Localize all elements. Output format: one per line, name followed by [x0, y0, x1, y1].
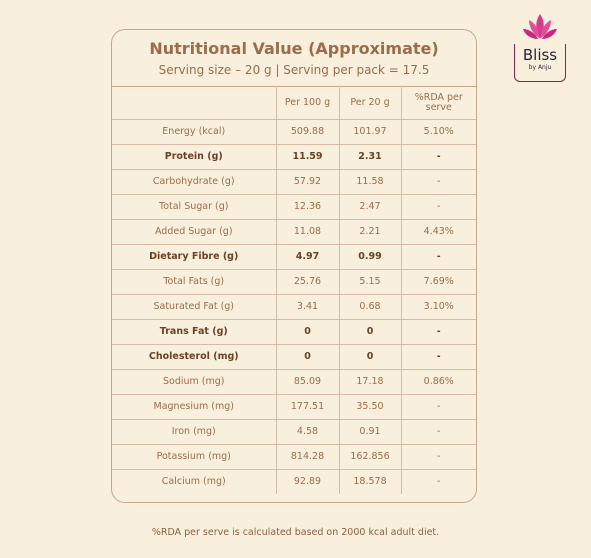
brand-logo: Bliss by Anju [510, 12, 570, 84]
logo-wordmark: Bliss [522, 46, 558, 64]
nutrient-name: Saturated Fat (g) [112, 294, 277, 320]
per-100g-value: 92.89 [275, 469, 340, 494]
nutrient-name: Magnesium (mg) [112, 394, 277, 420]
nutrient-name: Protein (g) [112, 144, 277, 170]
per-100g-value: 3.41 [275, 294, 340, 320]
nutrient-name: Total Sugar (g) [112, 194, 277, 220]
per-20g-value: 0.91 [338, 419, 402, 445]
per-100g-value: 25.76 [275, 269, 340, 295]
rda-value: - [400, 444, 476, 470]
rda-value: - [400, 469, 476, 494]
per-100g-value: 4.97 [275, 244, 340, 270]
rda-value: 0.86% [400, 369, 476, 395]
rda-value: 3.10% [400, 294, 476, 320]
table-row: Total Fats (g) 25.76 5.15 7.69% [112, 269, 476, 295]
nutrient-name: Dietary Fibre (g) [112, 244, 277, 270]
per-20g-value: 2.47 [338, 194, 402, 220]
rda-value: 7.69% [400, 269, 476, 295]
nutrient-name: Added Sugar (g) [112, 219, 277, 245]
table-row: Calcium (mg) 92.89 18.578 - [112, 469, 476, 494]
rda-value: - [400, 394, 476, 420]
table-row: Sodium (mg) 85.09 17.18 0.86% [112, 369, 476, 395]
table-row: Carbohydrate (g) 57.92 11.58 - [112, 169, 476, 195]
per-20g-value: 11.58 [338, 169, 402, 195]
nutrition-table: Per 100 g Per 20 g %RDA per serve Energy… [112, 86, 476, 494]
per-20g-value: 18.578 [338, 469, 402, 494]
rda-value: - [400, 169, 476, 195]
table-header-row: Per 100 g Per 20 g %RDA per serve [112, 86, 476, 120]
header-per-100g: Per 100 g [275, 86, 340, 120]
nutrition-card: Nutritional Value (Approximate) Serving … [111, 29, 477, 503]
per-20g-value: 162.856 [338, 444, 402, 470]
logo-tagline: by Anju [528, 64, 552, 71]
nutrition-title: Nutritional Value (Approximate) [149, 39, 439, 58]
nutrient-name: Sodium (mg) [112, 369, 277, 395]
rda-value: - [400, 144, 476, 170]
per-100g-value: 11.08 [275, 219, 340, 245]
header-per-20g: Per 20 g [338, 86, 402, 120]
table-row: Protein (g) 11.59 2.31 - [112, 144, 476, 170]
table-row: Energy (kcal) 509.88 101.97 5.10% [112, 119, 476, 145]
per-20g-value: 2.31 [338, 144, 402, 170]
per-100g-value: 85.09 [275, 369, 340, 395]
rda-footnote: %RDA per serve is calculated based on 20… [151, 527, 440, 538]
per-100g-value: 509.88 [275, 119, 340, 145]
table-row: Cholesterol (mg) 0 0 - [112, 344, 476, 370]
per-100g-value: 57.92 [275, 169, 340, 195]
per-20g-value: 35.50 [338, 394, 402, 420]
nutrient-name: Carbohydrate (g) [112, 169, 277, 195]
nutrient-name: Trans Fat (g) [112, 319, 277, 345]
per-100g-value: 814.28 [275, 444, 340, 470]
per-20g-value: 0 [338, 344, 402, 370]
table-row: Iron (mg) 4.58 0.91 - [112, 419, 476, 445]
nutrient-name: Calcium (mg) [112, 469, 277, 494]
rda-value: - [400, 244, 476, 270]
per-20g-value: 0.99 [338, 244, 402, 270]
nutrient-name: Potassium (mg) [112, 444, 277, 470]
table-row: Added Sugar (g) 11.08 2.21 4.43% [112, 219, 476, 245]
rda-value: - [400, 344, 476, 370]
nutrient-name: Total Fats (g) [112, 269, 277, 295]
rda-value: 5.10% [400, 119, 476, 145]
lotus-icon [523, 14, 557, 39]
table-row: Saturated Fat (g) 3.41 0.68 3.10% [112, 294, 476, 320]
nutrient-name: Cholesterol (mg) [112, 344, 277, 370]
per-20g-value: 5.15 [338, 269, 402, 295]
rda-value: 4.43% [400, 219, 476, 245]
table-row: Total Sugar (g) 12.36 2.47 - [112, 194, 476, 220]
table-row: Dietary Fibre (g) 4.97 0.99 - [112, 244, 476, 270]
per-20g-value: 2.21 [338, 219, 402, 245]
logo-frame: Bliss by Anju [514, 44, 566, 82]
rda-value: - [400, 319, 476, 345]
header-rda: %RDA per serve [400, 86, 476, 120]
rda-value: - [400, 194, 476, 220]
per-20g-value: 0 [338, 319, 402, 345]
per-20g-value: 0.68 [338, 294, 402, 320]
per-100g-value: 11.59 [275, 144, 340, 170]
per-100g-value: 0 [275, 344, 340, 370]
per-100g-value: 177.51 [275, 394, 340, 420]
per-100g-value: 12.36 [275, 194, 340, 220]
per-20g-value: 17.18 [338, 369, 402, 395]
table-row: Potassium (mg) 814.28 162.856 - [112, 444, 476, 470]
per-100g-value: 4.58 [275, 419, 340, 445]
table-row: Trans Fat (g) 0 0 - [112, 319, 476, 345]
header-nutrient [112, 86, 277, 120]
per-20g-value: 101.97 [338, 119, 402, 145]
nutrient-name: Energy (kcal) [112, 119, 277, 145]
nutrient-name: Iron (mg) [112, 419, 277, 445]
rda-value: - [400, 419, 476, 445]
serving-info: Serving size – 20 g | Serving per pack =… [158, 63, 430, 77]
table-row: Magnesium (mg) 177.51 35.50 - [112, 394, 476, 420]
per-100g-value: 0 [275, 319, 340, 345]
